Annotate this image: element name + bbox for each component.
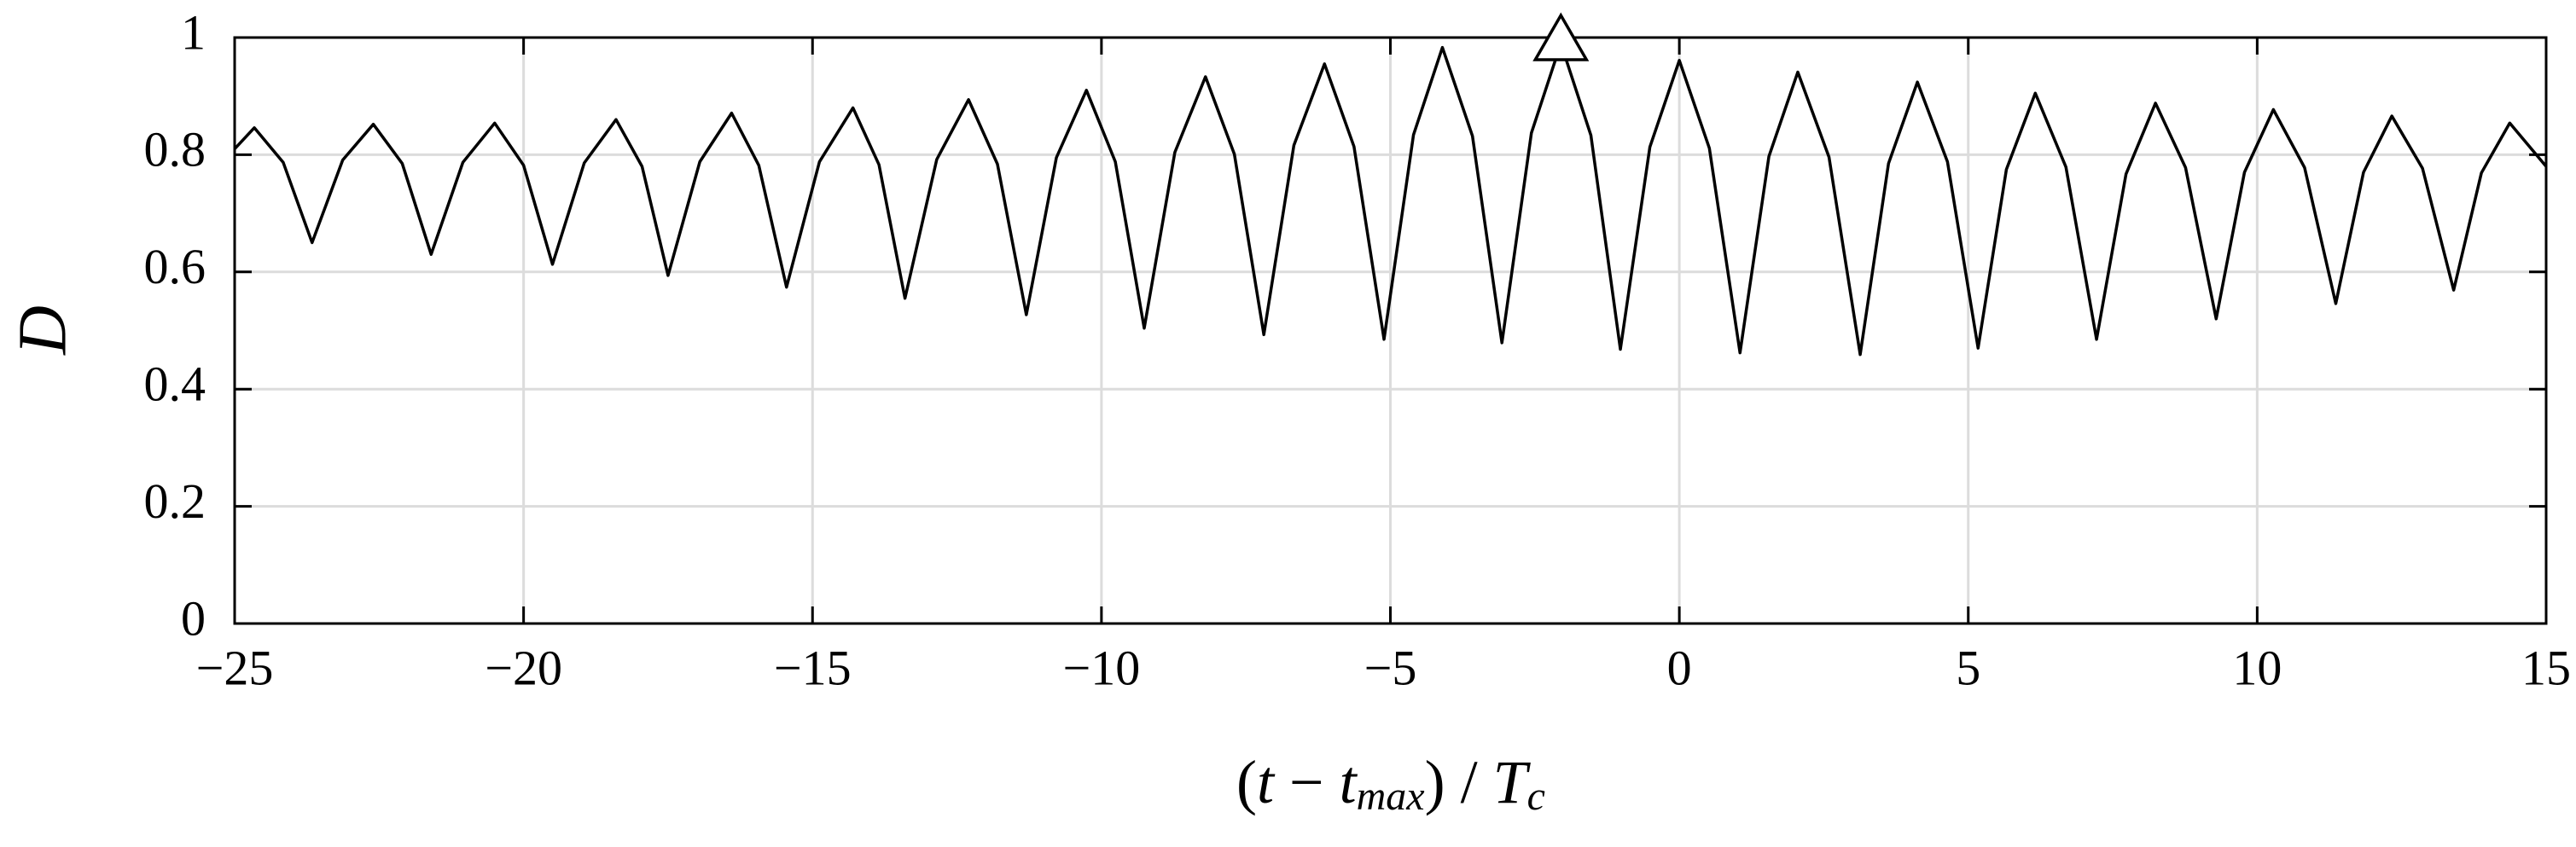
- x-label-part: t: [1257, 748, 1276, 816]
- x-label-part: (: [1236, 748, 1257, 816]
- plot-frame: [233, 36, 2548, 625]
- x-tick-label: −5: [1364, 640, 1417, 695]
- x-tick-label: −20: [485, 640, 562, 695]
- y-tick-label: 0.8: [144, 122, 206, 177]
- y-tick-label: 0: [181, 590, 206, 646]
- x-label-part: T: [1493, 748, 1532, 816]
- x-tick-label: 5: [1956, 640, 1980, 695]
- x-label-part: /: [1445, 748, 1493, 816]
- y-tick-label: 0.6: [144, 239, 206, 294]
- x-label-part: t: [1340, 748, 1358, 816]
- y-tick-label: 0.2: [144, 473, 206, 529]
- x-label-part: max: [1357, 774, 1425, 819]
- y-axis-label: D: [5, 305, 80, 356]
- y-tick-label: 0.4: [144, 357, 206, 412]
- y-tick-label: 1: [181, 4, 206, 60]
- x-label-part: −: [1274, 748, 1340, 816]
- x-tick-label: 0: [1667, 640, 1692, 695]
- x-tick-label: −25: [196, 640, 274, 695]
- x-tick-label: −10: [1063, 640, 1141, 695]
- data-line: [233, 42, 2548, 357]
- x-label-part: ): [1425, 748, 1445, 816]
- x-tick-label: −15: [774, 640, 852, 695]
- peak-marker: [1532, 12, 1590, 61]
- x-tick-label: 15: [2521, 640, 2571, 695]
- x-axis-label: (t − tmax) / Tc: [1236, 748, 1545, 820]
- x-label-part: c: [1527, 774, 1545, 819]
- x-tick-label: 10: [2232, 640, 2282, 695]
